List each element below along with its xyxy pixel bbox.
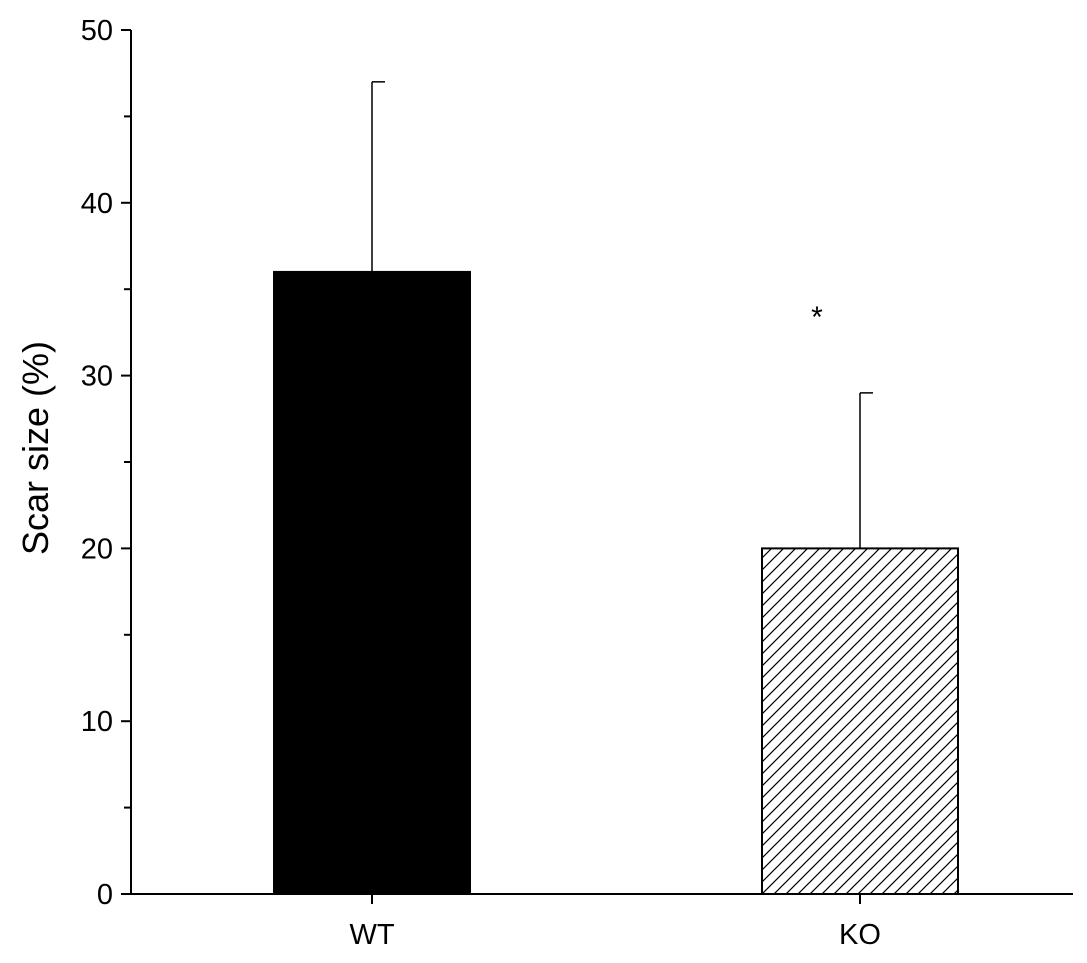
- y-tick-label: 30: [81, 361, 113, 393]
- bar-wt: [273, 270, 471, 896]
- error-bars: [371, 81, 873, 549]
- bar-ko: [761, 547, 959, 896]
- y-axis: 0 10 20 30 40 50: [81, 15, 132, 911]
- bars: [273, 270, 959, 896]
- annotations: *: [811, 301, 823, 334]
- y-tick-label: 50: [81, 15, 113, 47]
- significance-marker: *: [811, 301, 823, 334]
- y-tick-label: 20: [81, 533, 113, 565]
- y-tick-label: 40: [81, 188, 113, 220]
- y-axis-title: Scar size (%): [15, 341, 56, 555]
- y-tick-label: 0: [97, 879, 113, 911]
- x-tick-label-ko: KO: [839, 919, 881, 951]
- y-tick-label: 10: [81, 706, 113, 738]
- x-axis: WT KO: [131, 893, 1073, 951]
- x-tick-label-wt: WT: [349, 919, 394, 951]
